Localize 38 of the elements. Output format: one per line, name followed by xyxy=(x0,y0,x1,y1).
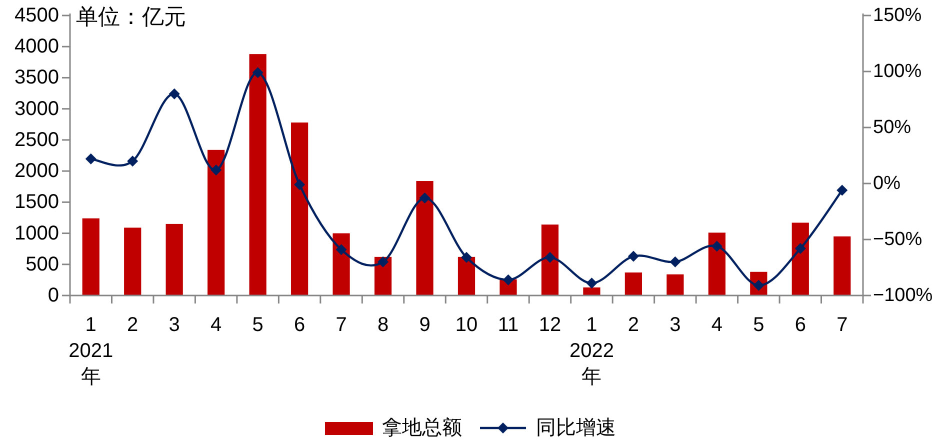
x-tick-label: 3 xyxy=(668,312,682,338)
y-tick-label: 1000 xyxy=(14,222,59,244)
x-tick-label: 1 2021年 xyxy=(68,312,114,390)
x-tick-label: 2 xyxy=(126,312,140,338)
y-axis-title: 单位：亿元 xyxy=(76,4,186,29)
y2-tick-label: 0% xyxy=(873,173,901,194)
y2-tick-label: 50% xyxy=(873,117,912,138)
x-tick-label: 2 xyxy=(626,312,640,338)
y-tick-label: 500 xyxy=(26,253,59,276)
y-tick-label: 1500 xyxy=(14,191,59,214)
y-tick-label: 0 xyxy=(48,284,59,306)
x-tick-label: 11 xyxy=(496,312,520,338)
y-tick-label: 4500 xyxy=(14,4,59,26)
y2-tick-label: −100% xyxy=(873,285,933,306)
y-tick-label: 2500 xyxy=(14,128,59,151)
x-tick-label: 5 xyxy=(752,312,766,338)
y-tick-label: 3500 xyxy=(14,66,59,89)
x-tick-label: 3 xyxy=(168,312,181,338)
x-tick-label: 7 xyxy=(836,312,849,338)
y-tick-label: 3000 xyxy=(14,98,59,120)
x-tick-label: 10 xyxy=(454,312,479,338)
x-tick-label: 4 xyxy=(710,312,724,338)
x-tick-label: 7 xyxy=(334,312,348,338)
x-tick-label: 8 xyxy=(376,312,390,338)
legend-label: 同比增速 xyxy=(536,416,616,441)
x-tick-label: 6 xyxy=(794,312,807,338)
x-tick-label: 9 xyxy=(418,312,432,338)
x-tick-label: 5 xyxy=(251,312,264,338)
y-tick-label: 2000 xyxy=(14,160,59,182)
x-tick-label: 6 xyxy=(292,312,306,338)
y2-tick-label: −50% xyxy=(873,229,922,250)
y-tick-label: 4000 xyxy=(14,36,59,58)
x-tick-label: 1 2022年 xyxy=(568,312,615,390)
x-tick-label: 4 xyxy=(210,312,223,338)
y2-tick-label: 150% xyxy=(873,5,922,26)
legend-label: 拿地总额 xyxy=(382,416,462,441)
x-tick-label: 12 xyxy=(538,312,562,338)
y2-tick-label: 100% xyxy=(873,61,922,82)
